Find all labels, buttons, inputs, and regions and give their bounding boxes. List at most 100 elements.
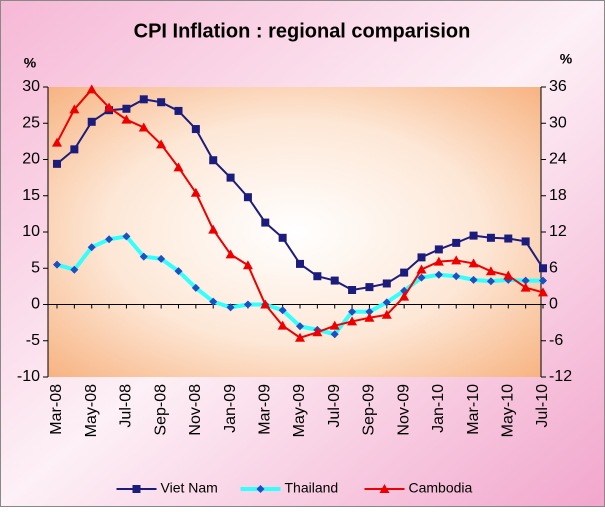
marker — [70, 265, 79, 274]
marker — [539, 276, 547, 285]
marker — [87, 117, 96, 126]
marker — [400, 268, 409, 277]
marker — [434, 270, 443, 279]
marker — [486, 233, 495, 242]
marker — [209, 297, 218, 306]
marker — [191, 125, 200, 134]
marker — [226, 303, 235, 312]
y-tick-label: 5 — [31, 259, 40, 276]
marker — [364, 312, 375, 322]
marker — [329, 320, 340, 330]
x-tick-label: Jul-10 — [534, 384, 551, 428]
marker — [277, 320, 288, 330]
marker — [157, 254, 166, 263]
marker — [469, 275, 478, 284]
marker — [132, 485, 141, 493]
marker — [433, 256, 444, 266]
y-tick-label: -10 — [17, 368, 40, 385]
marker — [381, 309, 392, 319]
marker — [86, 84, 97, 94]
marker — [208, 224, 219, 234]
marker — [243, 193, 252, 202]
marker — [242, 260, 253, 270]
marker — [521, 276, 530, 285]
marker — [365, 307, 374, 316]
marker — [173, 162, 184, 172]
marker — [260, 299, 271, 309]
marker — [226, 173, 235, 182]
marker — [261, 218, 270, 227]
marker — [87, 243, 96, 252]
marker — [122, 232, 131, 241]
marker — [312, 327, 323, 337]
chart-title: CPI Inflation : regional comparision — [134, 20, 471, 42]
x-tick-label: Jan-09 — [222, 384, 239, 433]
y-tick-label: 15 — [22, 187, 40, 204]
marker — [520, 282, 531, 292]
x-tick-label: Mar-08 — [48, 384, 65, 435]
marker — [156, 139, 167, 149]
y2-tick-label: -6 — [549, 332, 563, 349]
marker — [69, 104, 80, 114]
x-tick-label: Jan-10 — [430, 384, 447, 433]
marker — [399, 291, 410, 301]
y-tick-label: 0 — [31, 296, 40, 313]
marker — [157, 98, 166, 107]
y2-tick-label: 6 — [549, 259, 558, 276]
marker — [452, 272, 461, 281]
marker — [105, 235, 114, 244]
marker — [209, 156, 218, 165]
marker — [539, 264, 547, 273]
marker — [503, 270, 514, 280]
marker — [70, 145, 79, 154]
marker — [485, 266, 496, 276]
marker — [174, 106, 183, 115]
marker — [451, 255, 462, 265]
marker — [347, 316, 358, 326]
marker — [296, 259, 304, 268]
x-tick-label: Sep-09 — [361, 384, 378, 436]
marker — [313, 272, 322, 281]
marker — [53, 159, 61, 168]
marker — [365, 283, 374, 292]
marker — [379, 484, 390, 493]
x-tick-label: May-08 — [83, 384, 100, 437]
x-tick-label: May-10 — [500, 384, 517, 437]
y2-axis-label: % — [560, 51, 573, 67]
legend-label: Viet Nam — [161, 480, 218, 496]
marker — [469, 231, 478, 240]
marker — [104, 102, 115, 112]
x-tick-label: Mar-09 — [257, 384, 274, 435]
y2-tick-label: 18 — [549, 187, 567, 204]
marker — [278, 306, 287, 315]
marker — [174, 267, 183, 276]
x-tick-label: Nov-09 — [395, 384, 412, 436]
marker — [243, 300, 252, 309]
marker — [348, 307, 357, 316]
marker — [330, 276, 339, 285]
marker — [416, 264, 427, 274]
y-axis-label: % — [24, 55, 37, 71]
marker — [256, 485, 265, 493]
y2-tick-label: 12 — [549, 223, 567, 240]
marker — [452, 238, 461, 247]
y2-tick-label: 0 — [549, 296, 558, 313]
marker — [434, 245, 443, 254]
marker — [138, 122, 149, 132]
y-tick-label: 20 — [22, 151, 40, 168]
y2-tick-label: -12 — [549, 368, 572, 385]
x-tick-label: Sep-08 — [152, 384, 169, 436]
marker — [139, 95, 148, 104]
marker — [330, 330, 339, 339]
marker — [538, 287, 548, 297]
marker — [504, 234, 513, 243]
marker — [121, 114, 132, 124]
y-tick-label: 10 — [22, 223, 40, 240]
marker — [295, 332, 305, 342]
y2-tick-label: 36 — [549, 78, 567, 95]
x-tick-label: Mar-10 — [465, 384, 482, 435]
marker — [225, 249, 236, 259]
marker — [382, 279, 391, 288]
marker — [348, 286, 357, 294]
